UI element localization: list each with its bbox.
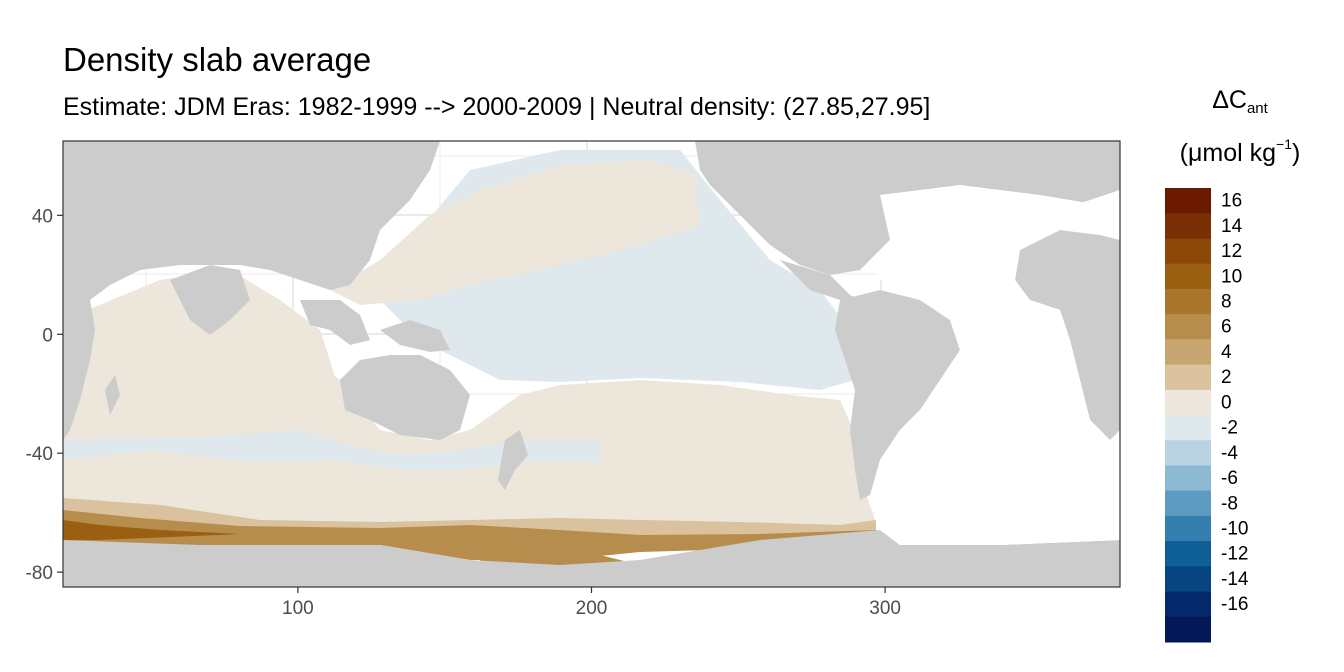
colorbar-swatch	[1165, 263, 1211, 290]
colorbar-swatch	[1165, 238, 1211, 265]
colorbar-swatch	[1165, 591, 1211, 618]
ocean-region-slope-3	[63, 510, 876, 560]
colorbar-swatch	[1165, 339, 1211, 366]
legend-unit: (μmol kg−1)	[1179, 136, 1301, 167]
colorbar-label: 10	[1221, 266, 1242, 287]
colorbar-label: -10	[1221, 519, 1248, 540]
ocean-region-slope-4	[63, 520, 240, 540]
colorbar-swatch	[1165, 490, 1211, 517]
y-tick-label: -40	[26, 444, 53, 465]
ocean-region-equatorial	[63, 430, 600, 470]
colorbar-swatch	[1165, 440, 1211, 466]
colorbar-label: 12	[1221, 241, 1242, 262]
colorbar-swatch	[1165, 314, 1211, 340]
colorbar: 16 14 12 10 8 6 4 2 0 -2 -4 -6 -8 -10 -12 -14 -16	[1165, 188, 1249, 643]
colorbar-label: 6	[1221, 317, 1232, 338]
colorbar-label: -4	[1221, 443, 1238, 464]
y-axis: 40 0 -40 -80	[26, 206, 63, 584]
legend-title: ΔCant	[1212, 86, 1268, 117]
colorbar-label: -6	[1221, 468, 1238, 489]
colorbar-swatch	[1165, 616, 1211, 643]
ocean-region-ross-sea	[480, 545, 640, 565]
colorbar-swatch	[1165, 566, 1211, 593]
colorbar-label: 16	[1221, 191, 1242, 212]
colorbar-swatch	[1165, 288, 1211, 315]
colorbar-swatch	[1165, 188, 1211, 214]
colorbar-swatch	[1165, 415, 1211, 441]
x-tick-label: 300	[869, 598, 901, 619]
ocean-region-indian	[63, 270, 340, 440]
colorbar-swatch	[1165, 364, 1211, 391]
chart-title: Density slab average	[63, 41, 372, 78]
colorbar-label: -16	[1221, 594, 1248, 615]
colorbar-swatch	[1165, 389, 1211, 416]
colorbar-label: -8	[1221, 493, 1238, 514]
colorbar-label: 0	[1221, 392, 1232, 413]
chart-subtitle: Estimate: JDM Eras: 1982-1999 --> 2000-2…	[63, 93, 931, 121]
no-data-atlantic	[870, 185, 1120, 545]
colorbar-label: -2	[1221, 418, 1238, 439]
colorbar-label: 14	[1221, 216, 1243, 237]
colorbar-swatch	[1165, 213, 1211, 239]
y-tick-label: 0	[42, 325, 53, 346]
colorbar-swatch	[1165, 541, 1211, 567]
y-tick-label: 40	[32, 206, 53, 227]
colorbar-swatch	[1165, 465, 1211, 492]
colorbar-label: 8	[1221, 292, 1232, 313]
ocean-region-north-pacific	[330, 160, 700, 305]
y-tick-label: -80	[26, 563, 53, 584]
colorbar-swatch	[1165, 515, 1211, 542]
x-tick-label: 200	[576, 598, 608, 619]
colorbar-label: -12	[1221, 544, 1248, 565]
x-tick-label: 100	[282, 598, 314, 619]
colorbar-label: 4	[1221, 342, 1232, 363]
colorbar-label: -14	[1221, 569, 1249, 590]
colorbar-label: 2	[1221, 367, 1232, 388]
x-axis: 100 200 300	[282, 587, 901, 619]
